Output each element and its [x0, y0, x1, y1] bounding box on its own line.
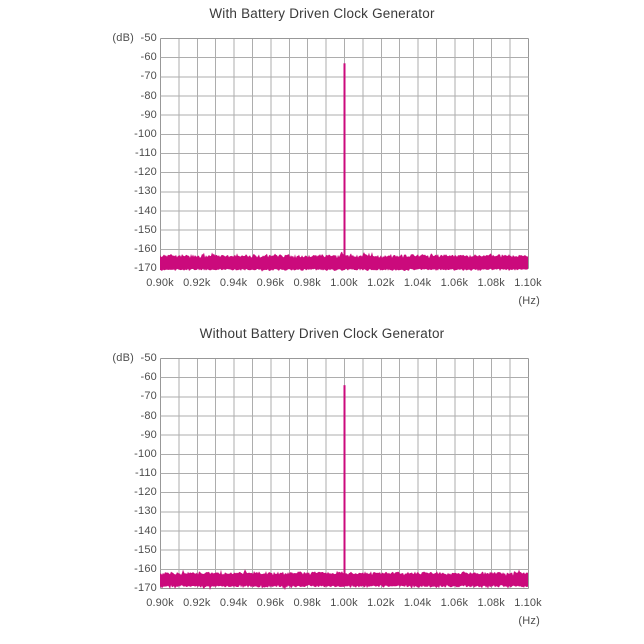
y-tick-label: -60: [140, 51, 157, 64]
x-tick-label: 0.90k: [146, 597, 174, 609]
y-tick-label: -80: [140, 89, 157, 102]
chart-title: With Battery Driven Clock Generator: [209, 6, 435, 21]
y-tick-label: -90: [140, 108, 157, 121]
y-tick-label: -60: [140, 371, 157, 384]
grid-lines: [160, 358, 529, 589]
y-tick-label: -100: [134, 127, 157, 140]
noise-floor-trace: [160, 569, 528, 591]
hz-unit-label: (Hz): [518, 615, 540, 627]
spectrum-plot: [160, 38, 529, 272]
hz-unit-label: (Hz): [518, 295, 540, 307]
y-tick-label: -130: [134, 505, 157, 518]
x-tick-label: 1.00k: [330, 597, 358, 609]
y-tick-label: -70: [140, 390, 157, 403]
x-tick-label: 1.08k: [477, 277, 505, 289]
y-tick-label: -170: [134, 262, 157, 274]
noise-floor-trace: [160, 251, 528, 272]
x-tick-label: 0.90k: [146, 277, 174, 289]
y-tick-label: -120: [134, 166, 157, 179]
x-tick-label: 1.02k: [367, 277, 395, 289]
chart-title: Without Battery Driven Clock Generator: [199, 326, 445, 341]
y-tick-label: -140: [134, 204, 157, 217]
x-tick-label: 1.06k: [440, 597, 469, 609]
y-tick-label: -100: [134, 447, 157, 460]
x-tick-label: 1.06k: [440, 277, 469, 289]
db-unit-label: (dB): [112, 352, 134, 364]
y-tick-label: -80: [140, 409, 157, 422]
y-tick-label: -130: [134, 185, 157, 198]
signal-peak-trace: [343, 63, 346, 257]
x-tick-label: 0.92k: [183, 597, 211, 609]
x-tick-label: 0.94k: [219, 277, 248, 289]
y-tick-label: -140: [134, 524, 157, 537]
chart-without-battery-clock: Without Battery Driven Clock Generator (…: [0, 320, 644, 642]
y-tick-label: -150: [134, 543, 157, 556]
y-tick-label: -150: [134, 223, 157, 236]
x-tick-label: 1.08k: [477, 597, 505, 609]
x-tick-label: 0.96k: [256, 277, 285, 289]
x-tick-label: 1.10k: [514, 277, 542, 289]
db-unit-label: (dB): [112, 32, 134, 44]
y-tick-label: -170: [134, 582, 157, 594]
x-tick-label: 0.98k: [293, 277, 321, 289]
x-tick-label: 0.94k: [219, 597, 248, 609]
y-tick-label: -90: [140, 428, 157, 441]
x-tick-label: 0.96k: [256, 597, 285, 609]
x-tick-label: 1.00k: [330, 277, 358, 289]
x-tick-label: 0.92k: [183, 277, 211, 289]
y-tick-label: -70: [140, 70, 157, 83]
x-tick-label: 0.98k: [293, 597, 321, 609]
spectrum-plot: [160, 358, 529, 591]
y-tick-label: -120: [134, 486, 157, 499]
x-tick-label: 1.10k: [514, 597, 542, 609]
x-tick-label: 1.04k: [403, 597, 432, 609]
y-tick-label: -50: [140, 352, 157, 364]
x-tick-label: 1.04k: [403, 277, 432, 289]
y-tick-label: -110: [135, 467, 157, 479]
chart-with-battery-clock: With Battery Driven Clock Generator (dB)…: [112, 6, 542, 307]
signal-peak-trace: [343, 385, 346, 575]
y-tick-label: -50: [140, 32, 157, 44]
y-tick-label: -160: [134, 562, 157, 575]
x-tick-label: 1.02k: [367, 597, 395, 609]
y-tick-label: -110: [135, 147, 157, 159]
y-tick-label: -160: [134, 242, 157, 255]
